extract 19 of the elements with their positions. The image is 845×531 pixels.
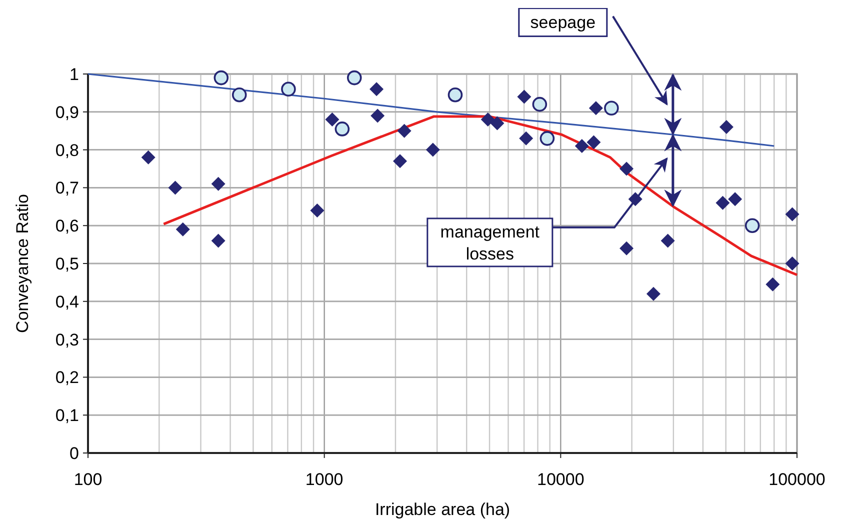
y-tick-label: 0,9 xyxy=(55,102,79,122)
y-tick-label: 0,1 xyxy=(55,406,79,426)
y-tick-label: 0 xyxy=(70,444,79,463)
y-tick-label: 0,4 xyxy=(55,292,79,312)
y-tick-label: 1 xyxy=(70,64,79,84)
y-tick-label: 0,3 xyxy=(55,330,79,350)
y-tick-label: 0,2 xyxy=(55,368,79,388)
x-tick-label: 100 xyxy=(74,470,102,489)
y-tick-label: 0,5 xyxy=(55,254,79,274)
x-tick-label: 10000 xyxy=(537,470,584,489)
x-tick-label: 100000 xyxy=(768,470,826,489)
text: seepage xyxy=(530,13,596,32)
y-axis-title: Conveyance Ratio xyxy=(13,194,32,333)
y-tick-label: 0,8 xyxy=(55,140,79,160)
x-axis-title: Irrigable area (ha) xyxy=(374,500,510,519)
y-tick-label: 0,6 xyxy=(55,216,79,236)
y-tick-label: 0,7 xyxy=(55,178,79,198)
annotation: management losses xyxy=(440,222,540,264)
x-tick-label: 1000 xyxy=(305,470,344,489)
